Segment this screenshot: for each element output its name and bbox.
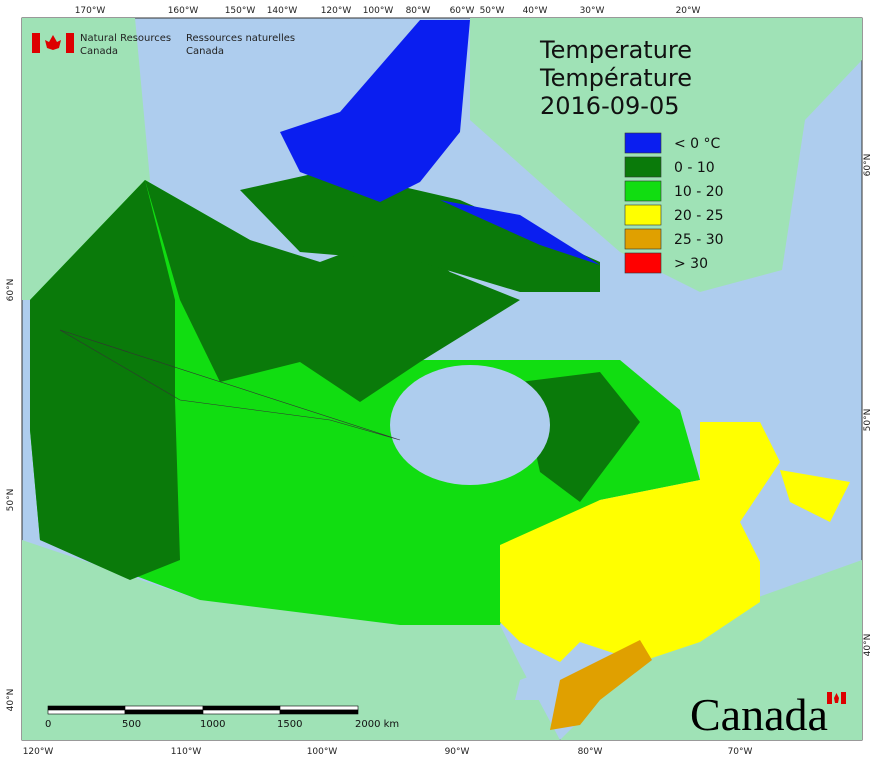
longitude-label: 120°W [321,6,352,16]
legend-swatch [624,132,662,154]
scale-segment [202,705,281,711]
latitude-label: 60°N [863,154,873,177]
header-text: Canada [186,46,224,57]
region-0-10-quebec [520,372,640,502]
longitude-label: 60°W [450,6,475,16]
title-date: 2016-09-05 [540,92,679,120]
legend-label: 0 - 10 [674,160,715,176]
longitude-label: 40°W [523,6,548,16]
maple-leaf [45,35,61,50]
longitude-label: 150°W [225,6,256,16]
header-text: Ressources naturelles [186,33,295,44]
scale-label: 0 [45,719,51,730]
region-0-10-west [30,180,180,580]
legend-label: > 30 [674,256,708,272]
scale-bar: 0 500 1000 1500 2000 km [45,705,399,730]
legend-swatch [624,156,662,178]
longitude-label: 120°W [23,747,54,757]
latitude-label: 50°N [6,489,16,512]
title: Temperature [539,36,692,64]
scale-label: 500 [122,719,141,730]
legend: < 0 °C 0 - 10 10 - 20 20 - 25 25 - 30 > 30 [624,132,724,274]
scale-segment [124,705,204,711]
title: Température [539,64,692,92]
longitude-label: 90°W [445,747,470,757]
region-20-25-nf [780,470,850,522]
header-text: Natural Resources [80,33,171,44]
longitude-label: 20°W [676,6,701,16]
usa-west [22,540,560,740]
nrcan-header: Natural Resources Canada Ressources natu… [32,33,295,57]
longitude-label: 110°W [171,747,202,757]
legend-swatch [624,252,662,274]
scale-segment [279,705,359,711]
longitude-label: 160°W [168,6,199,16]
legend-swatch [624,228,662,250]
legend-swatch [624,204,662,226]
maple-leaf [834,693,839,703]
header-text: Canada [80,46,118,57]
great-lakes [515,665,560,700]
longitude-label: 80°W [578,747,603,757]
longitude-label: 30°W [580,6,605,16]
legend-label: 25 - 30 [674,232,724,248]
scale-label: 1500 [277,719,302,730]
greenland [470,18,862,292]
legend-label: < 0 °C [674,136,721,152]
region-20-25 [500,422,780,662]
longitude-label: 50°W [480,6,505,16]
wordmark: Canada [690,689,846,740]
legend-label: 10 - 20 [674,184,724,200]
legend-label: 20 - 25 [674,208,724,224]
longitude-label: 100°W [363,6,394,16]
longitude-label: 140°W [267,6,298,16]
alaska [22,18,150,300]
scale-segment [47,705,126,711]
flag-bar [66,33,74,53]
scale-segment [47,709,126,715]
longitude-label: 100°W [307,747,338,757]
flag-bar [841,692,846,704]
boundary [59,329,401,441]
scale-segment [124,709,204,715]
graticule-labels: 170°W 160°W 150°W 140°W 120°W 100°W 80°W 60°W 50… [6,6,873,757]
latitude-label: 60°N [6,279,16,302]
hudson-bay [390,365,550,485]
region-25-30 [550,640,652,730]
region-0-10-north [145,180,520,402]
scale-label: 2000 km [355,719,399,730]
longitude-label: 80°W [406,6,431,16]
flag-bar [827,692,832,704]
canada-wordmark: Canada [690,689,828,740]
scale-segment [202,709,281,715]
latitude-label: 40°N [6,689,16,712]
latitude-label: 50°N [863,409,873,432]
longitude-label: 70°W [728,747,753,757]
latitude-label: 40°N [863,634,873,657]
longitude-label: 170°W [75,6,106,16]
usa-east [560,560,862,740]
region-0-10-islands [240,170,600,292]
map-frame [21,17,863,741]
flag-bar [32,33,40,53]
scale-label: 1000 [200,719,225,730]
scale-segment [279,709,359,715]
region-below-0-baffin [440,200,600,265]
legend-swatch [624,180,662,202]
region-below-0 [280,20,470,202]
